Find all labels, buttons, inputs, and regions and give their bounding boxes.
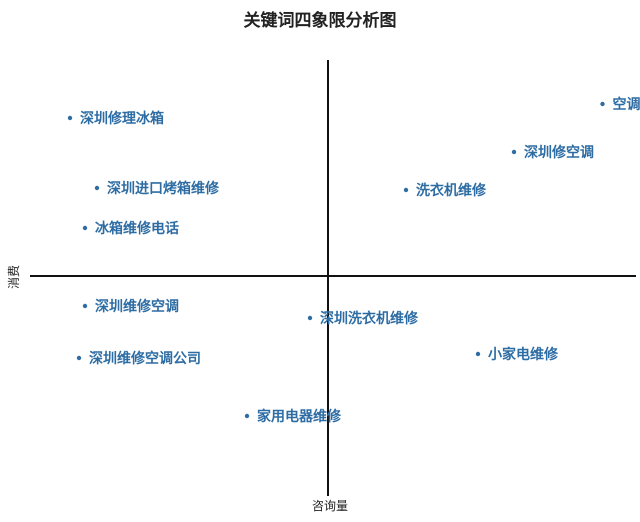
point-label: 深圳修理冰箱 <box>80 110 164 127</box>
point-label: 深圳进口烤箱维修 <box>107 180 220 197</box>
point-label: 小家电维修 <box>488 346 559 363</box>
chart-title: 关键词四象限分析图 <box>243 11 397 31</box>
points-layer: 空调维修深圳修空调洗衣机维修深圳修理冰箱深圳进口烤箱维修冰箱维修电话深圳维修空调… <box>67 96 640 425</box>
point-dot <box>67 115 73 121</box>
point-label: 家用电器维修 <box>257 408 342 425</box>
point-label: 深圳洗衣机维修 <box>320 310 419 327</box>
point-label: 空调维修 <box>613 96 640 113</box>
point-dot <box>82 225 88 231</box>
x-axis-label: 咨询量 <box>312 498 348 513</box>
point-label: 深圳修空调 <box>524 144 594 161</box>
point-dot <box>76 355 82 361</box>
point-dot <box>82 303 88 309</box>
point-dot <box>307 315 313 321</box>
point-label: 冰箱维修电话 <box>95 220 179 237</box>
point-dot <box>511 149 517 155</box>
point-label: 深圳维修空调 <box>95 298 179 315</box>
point-dot <box>475 351 481 357</box>
point-label: 洗衣机维修 <box>416 182 487 199</box>
y-axis-label: 消费 <box>7 265 21 289</box>
point-dot <box>94 185 100 191</box>
point-dot <box>600 101 605 107</box>
point-label: 深圳维修空调公司 <box>89 350 201 367</box>
point-dot <box>244 413 250 419</box>
point-dot <box>403 187 409 193</box>
